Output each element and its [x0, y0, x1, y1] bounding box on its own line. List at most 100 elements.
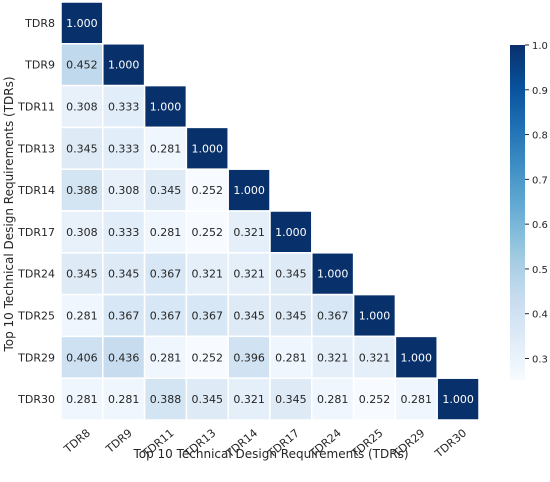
heatmap-cell: [60, 210, 104, 254]
y-tick-label: TDR9: [24, 59, 55, 72]
heatmap-cell: [185, 168, 229, 212]
cell-value-label: 0.321: [192, 268, 224, 281]
heatmap-cell: [60, 335, 104, 379]
x-axis-title: Top 10 Technical Design Requirements (TD…: [132, 447, 408, 461]
cell-value-label: 0.281: [150, 142, 182, 155]
cell-value-label: 0.396: [233, 351, 265, 364]
cell-value-label: 1.000: [317, 268, 349, 281]
y-tick-label: TDR29: [17, 351, 55, 364]
cell-value-label: 1.000: [275, 226, 307, 239]
colorbar-ticks: 0.3 0.4 0.5 0.6 0.7 0.8 0.9 1.0: [525, 41, 548, 366]
heatmap-cell: [60, 377, 104, 421]
cell-value-label: 0.436: [108, 351, 140, 364]
cell-value-label: 0.308: [66, 226, 98, 239]
y-tick-label: TDR30: [17, 393, 55, 406]
heatmap-cell: [269, 335, 313, 379]
heatmap-cell: [227, 377, 271, 421]
heatmap-cell: [352, 377, 397, 421]
cell-value-label: 0.321: [233, 226, 265, 239]
heatmap-cell: [143, 84, 188, 129]
colorbar-tick-label: 0.5: [532, 265, 548, 276]
y-tick-label: TDR17: [17, 226, 55, 239]
cell-value-label: 0.345: [275, 310, 307, 323]
cell-value-label: 0.367: [150, 310, 182, 323]
x-tick-label: TDR8: [61, 426, 93, 456]
cell-value-label: 0.406: [66, 351, 98, 364]
cell-value-label: 1.000: [66, 17, 98, 30]
heatmap-cell: [60, 1, 104, 45]
cell-value-label: 0.333: [108, 142, 140, 155]
cell-value-label: 0.345: [66, 142, 98, 155]
cell-value-label: 1.000: [359, 310, 391, 323]
heatmap-cell: [185, 377, 229, 421]
cell-value-label: 0.345: [108, 268, 140, 281]
cell-value-label: 0.252: [192, 351, 224, 364]
cell-value-label: 0.388: [150, 393, 182, 406]
cell-value-label: 0.367: [317, 310, 349, 323]
heatmap-cell: [269, 377, 313, 421]
cell-value-label: 0.321: [359, 351, 391, 364]
cell-value-label: 0.345: [66, 268, 98, 281]
cell-value-label: 0.252: [192, 184, 224, 197]
cell-value-label: 0.252: [359, 393, 391, 406]
heatmap-cell: [102, 210, 146, 254]
cell-value-label: 0.367: [108, 310, 140, 323]
colorbar: [510, 45, 525, 380]
heatmap-cell: [143, 377, 188, 421]
colorbar-tick-label: 0.8: [532, 131, 548, 142]
y-tick-label: TDR8: [24, 17, 55, 30]
cell-value-label: 1.000: [401, 351, 433, 364]
cell-value-label: 0.345: [192, 393, 224, 406]
cell-value-label: 0.281: [66, 393, 98, 406]
cell-value-label: 1.000: [442, 393, 474, 406]
heatmap-cell: [143, 293, 188, 338]
colorbar-tick-label: 0.3: [532, 355, 548, 366]
cell-value-label: 1.000: [150, 101, 182, 114]
cell-value-label: 0.308: [108, 184, 140, 197]
cell-value-label: 0.345: [150, 184, 182, 197]
cell-value-label: 0.345: [275, 393, 307, 406]
heatmap-cell: [394, 335, 438, 379]
y-tick-label: TDR11: [17, 101, 55, 114]
colorbar-tick-label: 0.6: [532, 220, 548, 231]
cell-value-label: 0.252: [192, 226, 224, 239]
cell-value-label: 0.345: [233, 310, 265, 323]
cell-value-label: 0.281: [150, 226, 182, 239]
cell-value-label: 0.308: [66, 101, 98, 114]
cell-value-label: 0.333: [108, 101, 140, 114]
cell-value-label: 0.388: [66, 184, 98, 197]
heatmap-cell: [102, 126, 146, 170]
heatmap-cell: [352, 293, 397, 338]
heatmap-cell: [185, 210, 229, 254]
heatmap-cell: [269, 252, 313, 296]
colorbar-tick-label: 0.4: [532, 310, 548, 321]
y-tick-label: TDR14: [17, 184, 55, 197]
cell-value-label: 0.321: [233, 268, 265, 281]
heatmap-cell: [185, 126, 229, 170]
cell-value-label: 0.321: [317, 351, 349, 364]
y-tick-label: TDR24: [17, 268, 55, 281]
cell-value-label: 0.281: [401, 393, 433, 406]
colorbar-tick-label: 0.7: [532, 175, 548, 186]
heatmap-cell: [102, 168, 146, 212]
colorbar-tick-label: 1.0: [532, 41, 548, 52]
cell-value-label: 0.333: [108, 226, 140, 239]
heatmap-cell: [60, 252, 104, 296]
cell-value-label: 0.281: [108, 393, 140, 406]
x-tick-label: TDR30: [432, 426, 469, 460]
y-axis-title: Top 10 Technical Design Requirements (TD…: [2, 76, 16, 352]
cell-value-label: 0.281: [150, 351, 182, 364]
colorbar-tick-label: 0.9: [532, 86, 548, 97]
cell-value-label: 0.367: [192, 310, 224, 323]
heatmap-cell: [102, 252, 146, 296]
cell-value-label: 0.281: [317, 393, 349, 406]
y-tick-label: TDR13: [17, 142, 55, 155]
cell-value-label: 0.281: [66, 310, 98, 323]
heatmap-cell: [102, 377, 146, 421]
heatmap-cell: [227, 210, 271, 254]
heatmap-cells: 1.000 0.452 1.000 0.308 0.333 1.000 0.345 0.333…: [60, 1, 480, 421]
cell-value-label: 1.000: [233, 184, 265, 197]
cell-value-label: 0.321: [233, 393, 265, 406]
heatmap-cell: [394, 377, 438, 421]
